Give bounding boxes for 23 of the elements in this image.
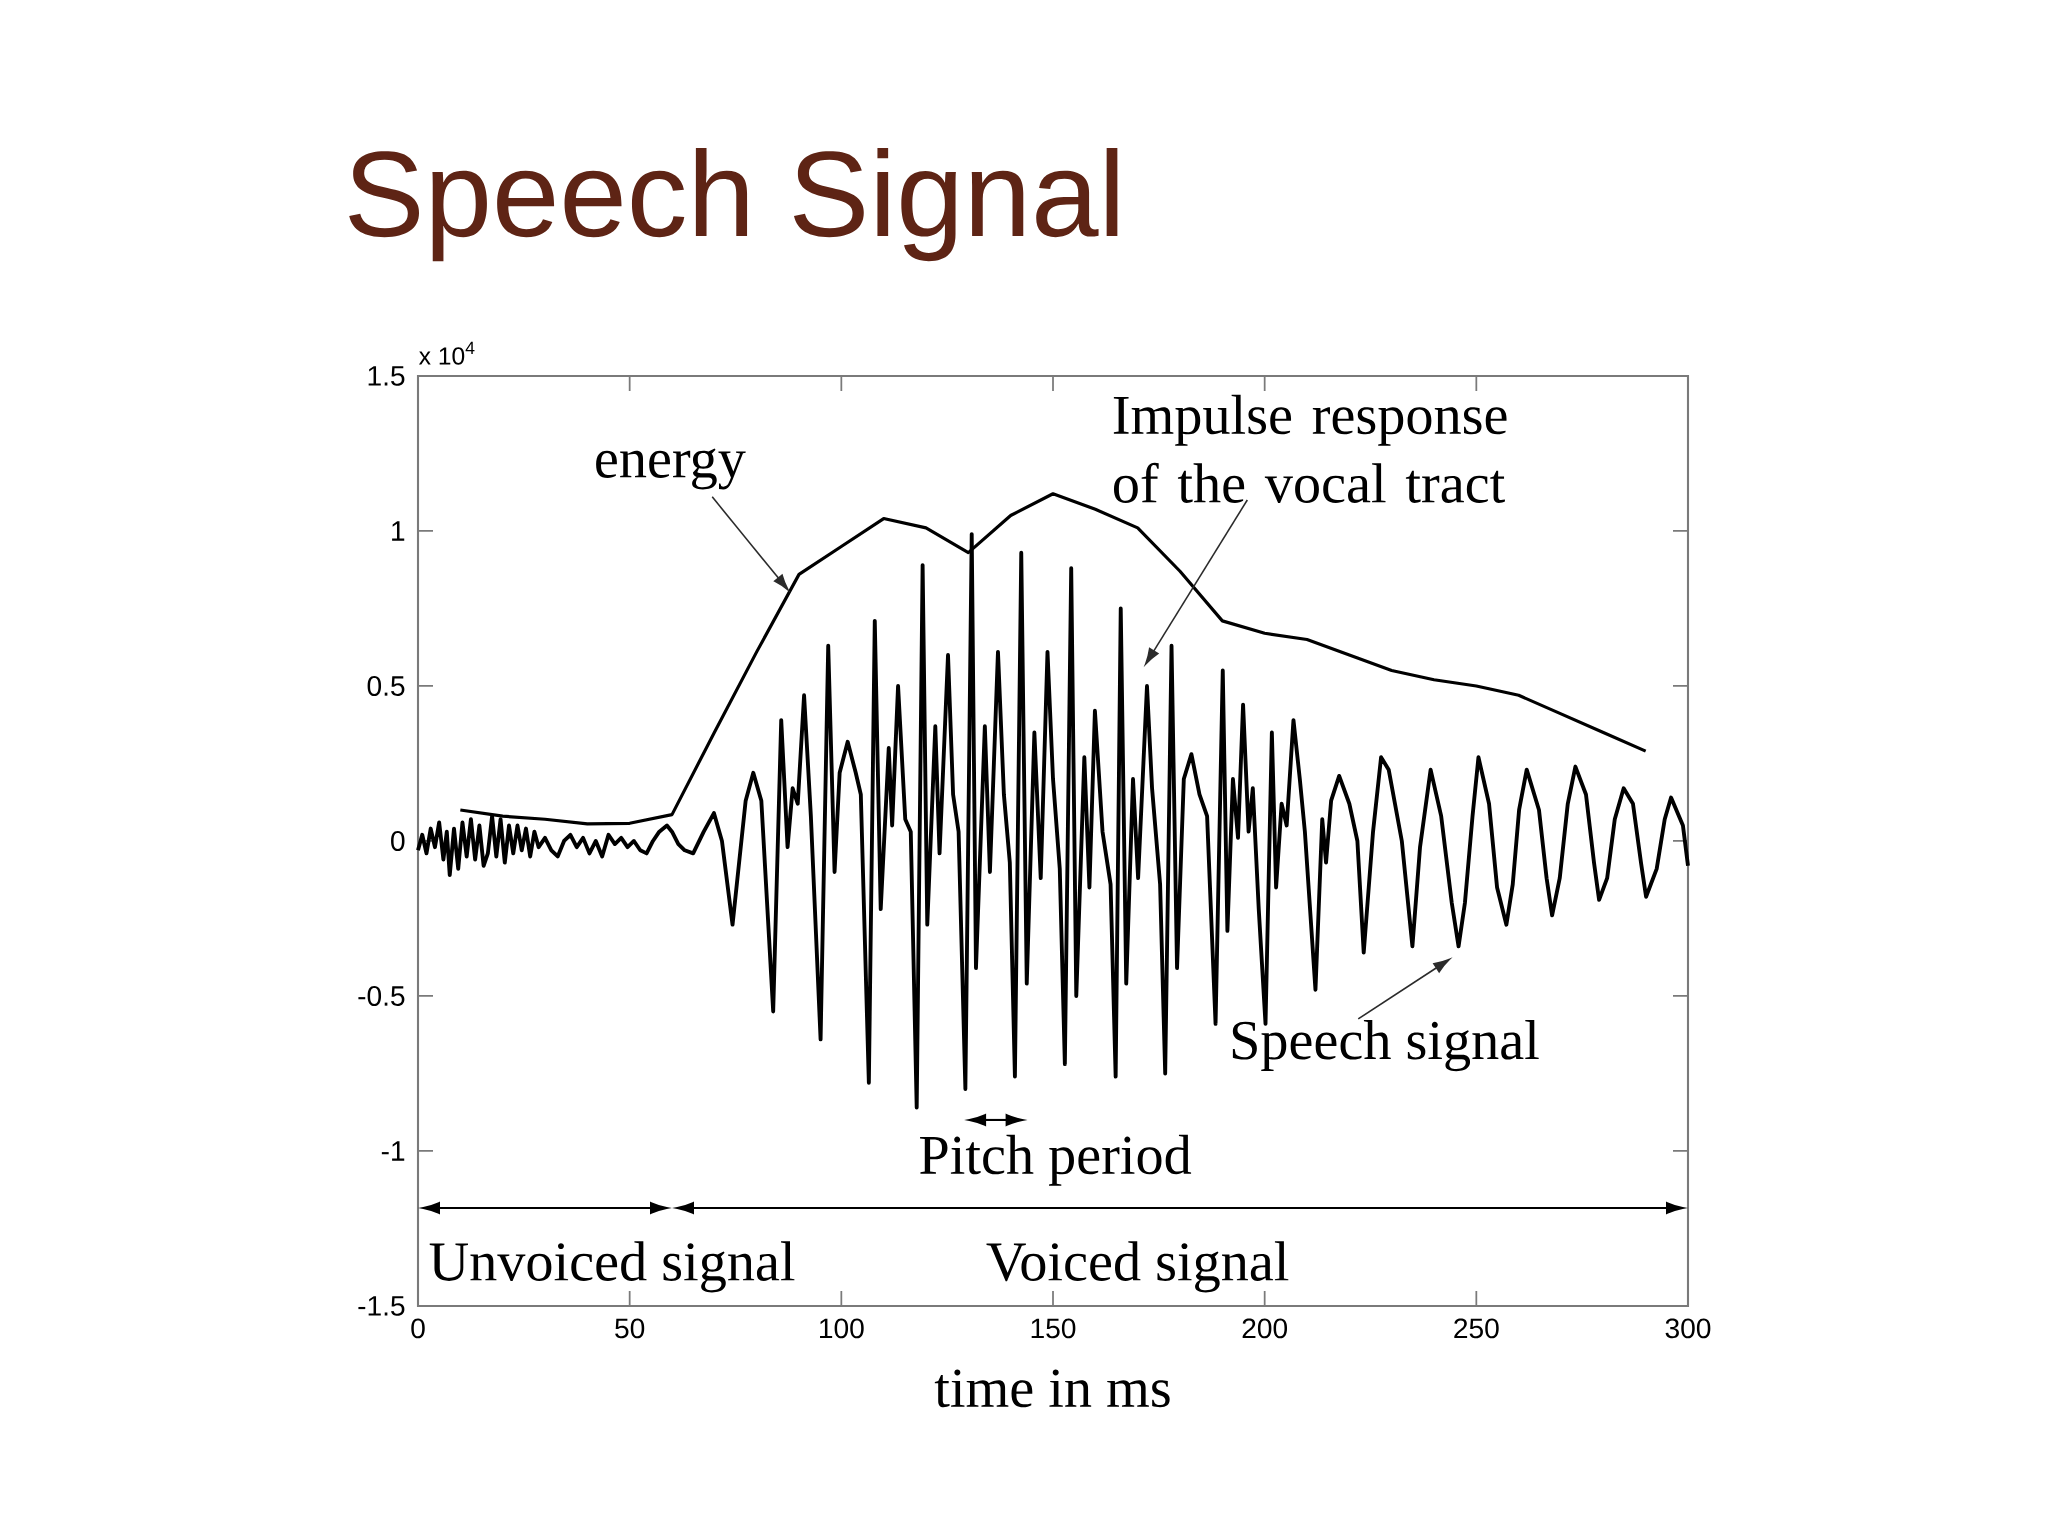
y-tick-label: -1 <box>381 1141 405 1161</box>
y-tick-label: 1 <box>392 521 405 541</box>
annotation: energy <box>596 448 746 490</box>
x-tick-label: 100 <box>820 1318 864 1339</box>
y-tick-label: -1.5 <box>358 1296 405 1316</box>
x-tick-label: 150 <box>1031 1318 1076 1339</box>
y-tick-label: 0.5 <box>367 676 405 696</box>
annotation: Pitch period <box>920 1134 1192 1186</box>
annotation: Speech signal <box>1232 1020 1539 1072</box>
annotation: Impulse response of the vocal tract <box>1113 394 1507 503</box>
y-tick-label: 1.5 <box>368 366 405 386</box>
annotation: Voiced signal <box>986 1241 1289 1293</box>
y-tick-label: 0 <box>391 831 405 851</box>
y-tick-label: -0.5 <box>358 986 405 1006</box>
text: x 10$^{4}$ <box>418 341 475 365</box>
x-tick-label: 250 <box>1454 1318 1499 1339</box>
x-axis-title: time in ms <box>934 1369 1170 1408</box>
chart-title: Speech Signal <box>349 148 1118 262</box>
annotation: Unvoiced signal <box>429 1241 795 1293</box>
x-tick-label: 50 <box>615 1318 645 1339</box>
x-tick-label: 300 <box>1665 1318 1711 1339</box>
x-tick-label: 0 <box>411 1318 425 1339</box>
x-tick-label: 200 <box>1242 1318 1288 1339</box>
